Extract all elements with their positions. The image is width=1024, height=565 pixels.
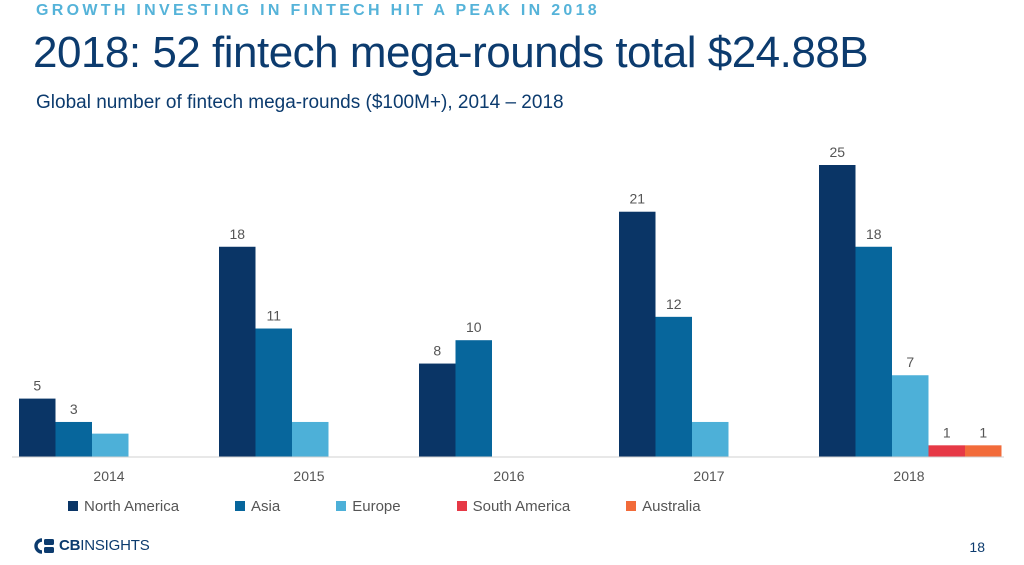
cb-insights-logo-icon bbox=[34, 537, 54, 554]
data-label-north-america-2014: 5 bbox=[33, 378, 41, 394]
chart-title: 2018: 52 fintech mega-rounds total $24.8… bbox=[33, 28, 869, 77]
x-tick-label-2014: 2014 bbox=[93, 468, 124, 484]
chart-kicker: GROWTH INVESTING IN FINTECH HIT A PEAK I… bbox=[36, 2, 600, 19]
logo-text-rest: INSIGHTS bbox=[80, 537, 150, 554]
legend-swatch-europe bbox=[336, 501, 347, 511]
legend-item-asia: Asia bbox=[235, 498, 280, 515]
bar-asia-2018 bbox=[855, 246, 892, 457]
legend-item-north-america: North America bbox=[68, 498, 179, 515]
bar-asia-2014 bbox=[55, 421, 92, 457]
data-label-asia-2018: 18 bbox=[866, 226, 882, 242]
data-label-north-america-2018: 25 bbox=[829, 144, 845, 160]
bar-north-america-2014 bbox=[19, 398, 56, 457]
logo-text-bold: CB bbox=[59, 537, 81, 554]
bar-north-america-2017 bbox=[619, 211, 656, 457]
legend-item-south-america: South America bbox=[456, 497, 571, 515]
legend-label-europe: Europe bbox=[352, 497, 401, 515]
bar-north-america-2015 bbox=[219, 246, 256, 457]
bar-europe-2014 bbox=[92, 433, 129, 457]
legend-swatch-asia bbox=[235, 501, 246, 511]
x-tick-label-2015: 2015 bbox=[293, 468, 324, 484]
legend-swatch-south-america bbox=[456, 501, 467, 511]
legend-label-south-america: South America bbox=[472, 497, 571, 515]
data-label-north-america-2016: 8 bbox=[433, 343, 441, 359]
legend-label-australia: Australia bbox=[642, 497, 701, 515]
page-number: 18 bbox=[969, 539, 985, 555]
bar-asia-2015 bbox=[255, 328, 292, 457]
data-label-south-america-2018: 1 bbox=[943, 424, 951, 440]
data-label-asia-2016: 10 bbox=[466, 319, 482, 335]
bar-north-america-2018 bbox=[819, 165, 856, 457]
x-tick-label-2017: 2017 bbox=[693, 468, 724, 484]
legend-swatch-north-america bbox=[68, 501, 78, 511]
legend-item-europe: Europe bbox=[336, 497, 401, 515]
chart-legend: North America Asia Europe South America Aust… bbox=[68, 496, 757, 516]
x-tick-label-2016: 2016 bbox=[493, 468, 524, 484]
bar-asia-2016 bbox=[455, 340, 492, 457]
legend-swatch-australia bbox=[626, 501, 637, 511]
bar-europe-2017 bbox=[692, 421, 729, 457]
bar-europe-2018 bbox=[892, 375, 929, 457]
legend-label-north-america: North America bbox=[84, 497, 180, 515]
data-label-asia-2014: 3 bbox=[70, 401, 78, 417]
data-label-asia-2017: 12 bbox=[666, 296, 682, 312]
chart-subtitle: Global number of fintech mega-rounds ($1… bbox=[36, 92, 564, 113]
bar-europe-2015 bbox=[292, 421, 329, 457]
data-label-north-america-2017: 21 bbox=[629, 191, 645, 207]
bar-asia-2017 bbox=[655, 316, 692, 457]
x-tick-label-2018: 2018 bbox=[893, 468, 924, 484]
bar-australia-2018 bbox=[965, 445, 1002, 457]
data-label-europe-2018: 7 bbox=[906, 354, 914, 370]
legend-item-australia: Australia bbox=[626, 497, 701, 515]
cb-insights-logo: CBINSIGHTS bbox=[34, 537, 150, 554]
legend-label-asia: Asia bbox=[251, 497, 281, 515]
data-label-australia-2018: 1 bbox=[979, 424, 987, 440]
data-label-north-america-2015: 18 bbox=[229, 226, 245, 242]
data-label-asia-2015: 11 bbox=[266, 308, 281, 324]
bar-north-america-2016 bbox=[419, 363, 456, 457]
bar-south-america-2018 bbox=[928, 445, 965, 457]
